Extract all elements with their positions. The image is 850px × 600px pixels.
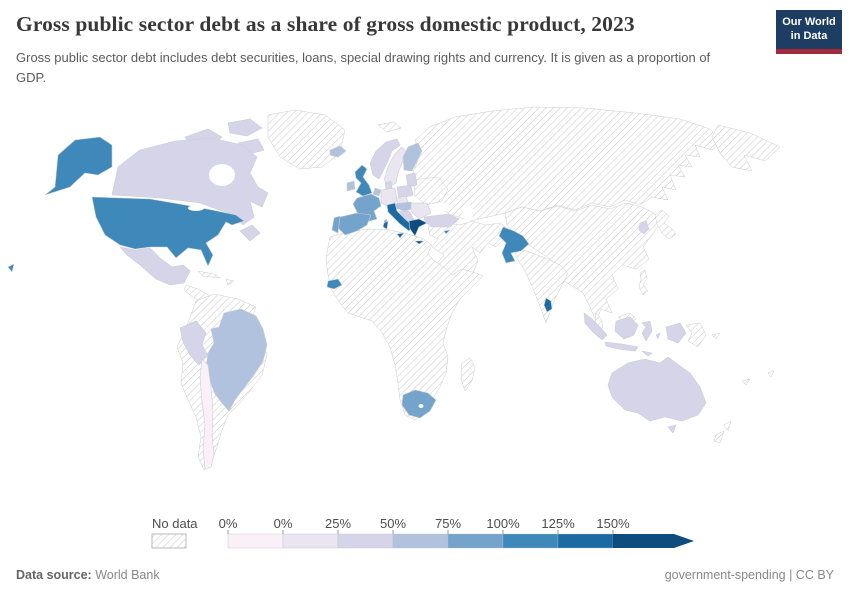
- country-finland[interactable]: [402, 142, 423, 172]
- country-indonesia-sulawesi[interactable]: [641, 320, 653, 342]
- country-indonesia-papua[interactable]: [665, 322, 687, 344]
- country-hispaniola-nodata[interactable]: [225, 278, 235, 286]
- country-canada[interactable]: [111, 137, 269, 226]
- country-usa-alaska[interactable]: [44, 136, 113, 196]
- license-note[interactable]: government-spending | CC BY: [664, 568, 834, 582]
- legend-no-data-label: No data: [152, 516, 198, 531]
- country-australia[interactable]: [607, 356, 707, 422]
- region-africa-nodata[interactable]: [325, 228, 484, 421]
- legend-tick-6: 125%: [541, 516, 575, 531]
- country-cuba-nodata[interactable]: [197, 270, 221, 279]
- country-senegal[interactable]: [326, 278, 343, 290]
- country-new-caledonia-nodata[interactable]: [741, 378, 751, 386]
- legend-no-data-swatch[interactable]: [151, 533, 187, 549]
- region-melanesia-nodata[interactable]: [711, 332, 721, 340]
- country-mexico[interactable]: [119, 246, 191, 286]
- country-sicily[interactable]: [396, 232, 405, 239]
- chart-footer: Data source: World Bank government-spend…: [16, 568, 834, 582]
- region-russia-nodata[interactable]: [411, 106, 723, 222]
- country-brazil[interactable]: [205, 308, 268, 412]
- owid-logo-line1: Our World: [782, 16, 836, 28]
- legend-swatch-4[interactable]: [447, 533, 504, 549]
- country-png-nodata[interactable]: [685, 322, 707, 348]
- country-usa-hawaii[interactable]: [7, 263, 15, 273]
- country-madagascar-nodata[interactable]: [460, 357, 476, 392]
- legend-tick-2: 25%: [325, 516, 351, 531]
- country-indonesia-java[interactable]: [604, 341, 639, 352]
- legend-tick-1: 0%: [274, 516, 293, 531]
- legend-swatch-1[interactable]: [282, 533, 339, 549]
- country-ireland[interactable]: [346, 180, 356, 192]
- country-new-zealand-north-nodata[interactable]: [723, 420, 732, 432]
- country-baltics[interactable]: [405, 172, 418, 188]
- caspian-sea: [463, 204, 473, 222]
- country-indonesia-lesser-sunda[interactable]: [641, 350, 653, 357]
- country-cyprus[interactable]: [443, 229, 451, 235]
- country-denmark[interactable]: [384, 180, 393, 190]
- legend-tick-5: 100%: [486, 516, 520, 531]
- country-indonesia-moluccas[interactable]: [655, 332, 661, 340]
- legend-tick-0: 0%: [219, 516, 238, 531]
- country-benelux[interactable]: [372, 187, 382, 197]
- country-poland[interactable]: [396, 184, 414, 200]
- country-uk[interactable]: [354, 164, 373, 197]
- country-romania-bulgaria[interactable]: [410, 202, 432, 220]
- lesotho-cutout: [418, 404, 424, 408]
- country-peru[interactable]: [179, 320, 209, 366]
- country-south-korea[interactable]: [638, 220, 650, 235]
- legend-swatch-7-arrow[interactable]: [613, 534, 694, 548]
- great-lakes: [188, 205, 204, 211]
- legend-tick-4: 75%: [435, 516, 461, 531]
- data-source-value: World Bank: [91, 568, 160, 582]
- country-new-zealand-south-nodata[interactable]: [713, 430, 725, 444]
- country-pakistan[interactable]: [498, 226, 530, 264]
- country-chile[interactable]: [199, 358, 215, 470]
- country-usa[interactable]: [91, 196, 245, 267]
- data-source-label: Data source:: [16, 568, 92, 582]
- legend-swatch-5[interactable]: [502, 533, 559, 549]
- country-canada-islands[interactable]: [227, 118, 263, 137]
- country-greenland-nodata[interactable]: [267, 109, 346, 170]
- legend-tick-3: 50%: [380, 516, 406, 531]
- country-canada-maritime[interactable]: [239, 224, 261, 242]
- country-south-africa[interactable]: [401, 389, 437, 419]
- country-tasmania[interactable]: [667, 424, 677, 434]
- chart-subtitle: Gross public sector debt includes debt s…: [16, 50, 711, 85]
- country-sardinia[interactable]: [382, 220, 389, 230]
- country-iceland[interactable]: [329, 145, 347, 158]
- country-svalbard-nodata[interactable]: [377, 121, 402, 133]
- map-legend: No data 0% 0% 25% 50% 75% 100% 125% 150%: [151, 516, 694, 549]
- legend-tick-marks: [227, 530, 614, 534]
- region-ukraine-belarus-nodata[interactable]: [412, 176, 449, 206]
- country-japan-nodata[interactable]: [654, 209, 677, 240]
- country-czechia[interactable]: [395, 195, 409, 205]
- country-greece[interactable]: [408, 218, 428, 237]
- country-norway[interactable]: [369, 138, 401, 180]
- hudson-bay: [209, 164, 235, 186]
- legend-tick-7: 150%: [596, 516, 630, 531]
- page-title: Gross public sector debt as a share of g…: [16, 12, 635, 36]
- legend-swatch-3[interactable]: [392, 533, 449, 549]
- country-sri-lanka[interactable]: [543, 297, 553, 313]
- country-philippines-nodata[interactable]: [638, 269, 649, 296]
- legend-swatch-2[interactable]: [337, 533, 394, 549]
- country-crete[interactable]: [414, 240, 426, 245]
- data-source: Data source: World Bank: [16, 568, 160, 582]
- owid-logo[interactable]: Our World in Data: [776, 10, 842, 54]
- country-fiji-nodata[interactable]: [767, 370, 775, 378]
- country-turkey[interactable]: [423, 213, 460, 228]
- country-indonesia-sumatra[interactable]: [583, 312, 608, 341]
- owid-logo-line2: in Data: [790, 29, 828, 42]
- world-choropleth-map: [7, 106, 781, 471]
- country-indonesia-borneo[interactable]: [614, 316, 639, 340]
- country-portugal[interactable]: [331, 215, 341, 234]
- region-northeast-siberia-nodata[interactable]: [711, 124, 781, 172]
- black-sea: [430, 202, 450, 212]
- legend-swatch-0[interactable]: [227, 533, 284, 549]
- legend-swatch-6[interactable]: [557, 533, 614, 549]
